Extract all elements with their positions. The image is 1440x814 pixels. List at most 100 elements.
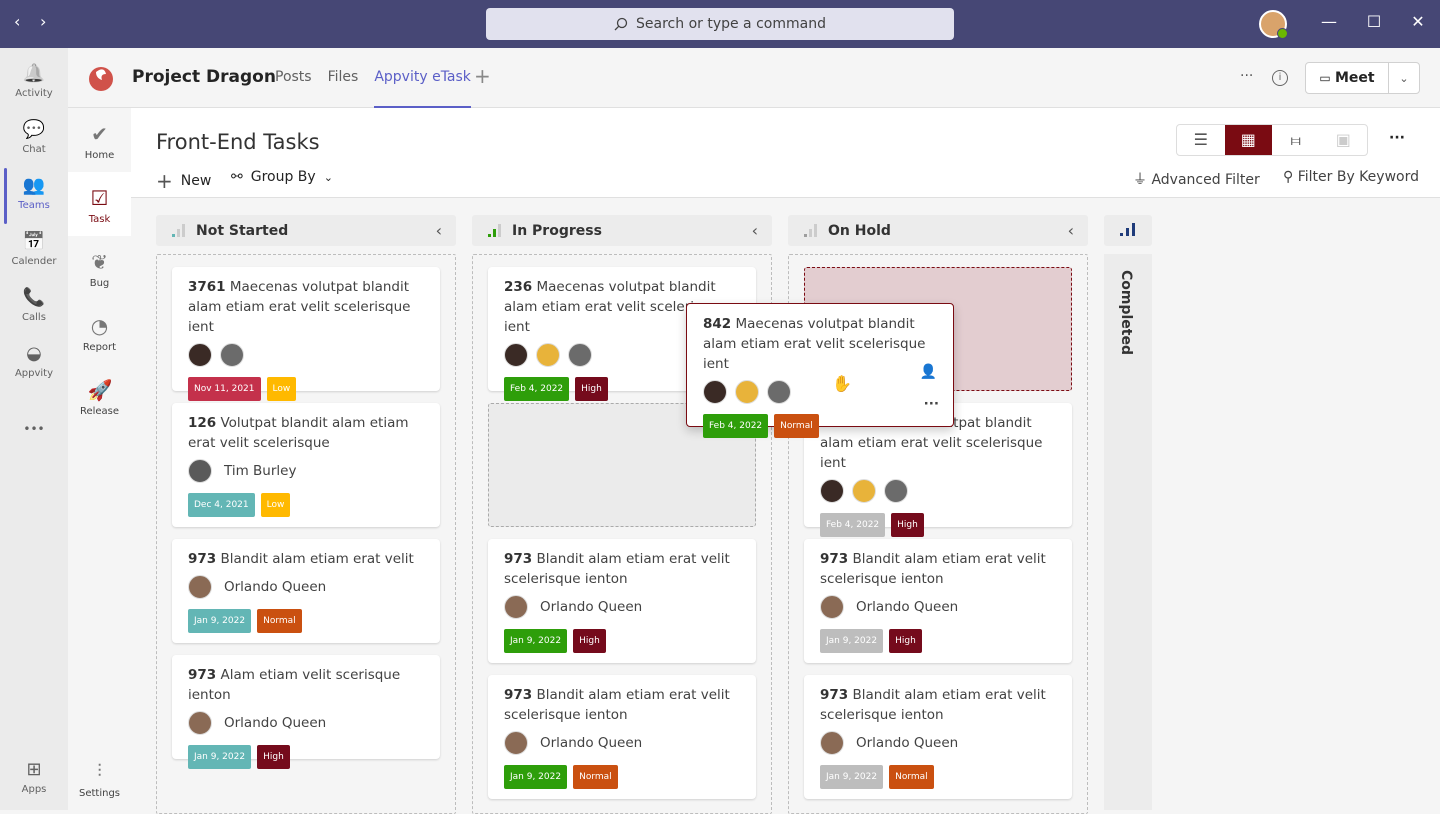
priority-badge: Normal xyxy=(573,765,618,789)
dragon-logo-icon xyxy=(89,67,113,91)
home-icon: ✔ xyxy=(91,122,108,146)
side-item-home[interactable]: ✔ Home xyxy=(68,108,131,172)
meet-button[interactable]: ▭ Meet ⌄ xyxy=(1305,62,1420,94)
calendar-view-icon[interactable]: ▣ xyxy=(1335,130,1351,149)
maximize-button[interactable]: ☐ xyxy=(1366,12,1382,31)
priority-badge: High xyxy=(575,377,608,401)
avatar[interactable] xyxy=(820,479,844,503)
avatar[interactable] xyxy=(852,479,876,503)
collapse-chevron-icon[interactable]: ‹ xyxy=(1067,221,1074,240)
avatar[interactable] xyxy=(188,343,212,367)
task-card[interactable]: 3761 Maecenas volutpat blandit alam etia… xyxy=(172,267,440,401)
close-button[interactable]: ✕ xyxy=(1411,12,1425,31)
add-tab-button[interactable]: + xyxy=(474,64,491,88)
avatar[interactable] xyxy=(703,380,727,404)
task-card[interactable]: 973 Blandit alam etiam erat velit sceler… xyxy=(488,675,756,799)
side-item-bug[interactable]: ❦ Bug xyxy=(68,236,131,300)
card-title: 236 Maecenas volutpat blandit alam etiam… xyxy=(504,277,740,337)
advanced-filter-button[interactable]: ⏚ Advanced Filter xyxy=(1133,169,1260,189)
more-apps-button[interactable]: ••• xyxy=(0,416,68,472)
rail-item-activity[interactable]: 🔔 Activity xyxy=(0,56,68,112)
avatar[interactable] xyxy=(884,479,908,503)
task-card[interactable]: 973 Blandit alam etiam erat velit Orland… xyxy=(172,539,440,643)
more-options-button[interactable]: ··· xyxy=(1240,68,1254,84)
teams-icon: 👥 xyxy=(22,175,46,196)
avatar[interactable] xyxy=(536,343,560,367)
filter-keyword-button[interactable]: ⚲ Filter By Keyword xyxy=(1283,169,1419,185)
priority-badge: Low xyxy=(266,377,297,401)
rail-item-teams[interactable]: 👥 Teams xyxy=(0,168,68,224)
avatar[interactable] xyxy=(735,380,759,404)
assignees: Orlando Queen xyxy=(188,711,424,735)
card-title: 126 Volutpat blandit alam etiam erat vel… xyxy=(188,413,424,453)
more-icon: ••• xyxy=(23,422,45,436)
release-icon: 🚀 xyxy=(87,378,113,402)
rail-label: Appvity xyxy=(14,368,54,379)
task-card[interactable]: 973 Blandit alam etiam erat velit sceler… xyxy=(488,539,756,663)
assignees: Tim Burley xyxy=(188,459,424,483)
group-by-button[interactable]: ⚯ Group By ⌄ xyxy=(231,169,333,185)
avatar[interactable] xyxy=(188,575,212,599)
completed-column-header[interactable] xyxy=(1104,215,1152,246)
task-card[interactable]: 973 Blandit alam etiam erat velit sceler… xyxy=(804,675,1072,799)
task-title: Maecenas volutpat blandit alam etiam era… xyxy=(703,316,926,372)
due-date-badge: Nov 11, 2021 xyxy=(188,377,261,401)
rail-label: Chat xyxy=(22,144,46,155)
assign-user-icon[interactable]: 👤 xyxy=(919,364,937,380)
column-title: On Hold xyxy=(828,222,891,239)
user-avatar[interactable] xyxy=(1259,10,1288,39)
dragging-task-card[interactable]: 842 Maecenas volutpat blandit alam etiam… xyxy=(686,303,954,438)
assignee-name: Orlando Queen xyxy=(856,599,959,615)
completed-column[interactable]: Completed xyxy=(1104,254,1152,810)
avatar[interactable] xyxy=(504,595,528,619)
gantt-view-icon[interactable]: ⧦ xyxy=(1290,130,1301,149)
avatar[interactable] xyxy=(767,380,791,404)
chevron-down-icon[interactable]: ⌄ xyxy=(1399,71,1409,85)
list-view-icon[interactable]: ☰ xyxy=(1193,130,1208,149)
new-label: New xyxy=(180,173,212,189)
page-title: Front-End Tasks xyxy=(156,130,320,154)
card-title: 973 Alam etiam velit scerisque ienton xyxy=(188,665,424,705)
tab-appvity-etask[interactable]: Appvity eTask xyxy=(374,48,471,108)
avatar[interactable] xyxy=(188,459,212,483)
forward-button[interactable]: › xyxy=(40,12,47,31)
avatar[interactable] xyxy=(504,731,528,755)
task-card[interactable]: 973 Alam etiam velit scerisque ienton Or… xyxy=(172,655,440,769)
minimize-button[interactable]: — xyxy=(1321,12,1337,31)
collapse-chevron-icon[interactable]: ‹ xyxy=(751,221,758,240)
avatar[interactable] xyxy=(504,343,528,367)
avatar[interactable] xyxy=(820,595,844,619)
avatar[interactable] xyxy=(220,343,244,367)
side-item-settings[interactable]: ⫶ Settings xyxy=(68,746,131,810)
tab-files[interactable]: Files xyxy=(327,69,359,85)
task-title: Blandit alam etiam erat velit scelerisqu… xyxy=(820,551,1046,587)
group-icon: ⚯ xyxy=(231,169,243,185)
rail-item-appvity[interactable]: ◒ Appvity xyxy=(0,336,68,392)
rail-item-calls[interactable]: 📞 Calls xyxy=(0,280,68,336)
side-item-release[interactable]: 🚀 Release xyxy=(68,364,131,428)
avatar[interactable] xyxy=(188,711,212,735)
page-more-button[interactable]: ··· xyxy=(1389,130,1405,146)
side-item-report[interactable]: ◔ Report xyxy=(68,300,131,364)
info-icon[interactable]: i xyxy=(1272,70,1288,86)
task-card[interactable]: 973 Blandit alam etiam erat velit sceler… xyxy=(804,539,1072,663)
due-date-badge: Jan 9, 2022 xyxy=(504,765,568,789)
rail-item-chat[interactable]: 💬 Chat xyxy=(0,112,68,168)
due-date-badge: Jan 9, 2022 xyxy=(820,629,884,653)
rail-item-calender[interactable]: 📅 Calender xyxy=(0,224,68,280)
tab-posts[interactable]: Posts xyxy=(275,69,312,85)
avatar[interactable] xyxy=(820,731,844,755)
avatar[interactable] xyxy=(568,343,592,367)
new-button[interactable]: + New xyxy=(156,169,211,193)
board-view-icon[interactable]: ▦ xyxy=(1224,125,1272,155)
rail-item-apps[interactable]: ⊞ Apps xyxy=(0,752,68,808)
collapse-chevron-icon[interactable]: ‹ xyxy=(435,221,442,240)
status-bars-icon xyxy=(172,223,185,237)
task-card[interactable]: 126 Volutpat blandit alam etiam erat vel… xyxy=(172,403,440,527)
side-item-task[interactable]: ☑ Task xyxy=(68,172,131,236)
priority-badge: Normal xyxy=(889,765,934,789)
chat-icon: 💬 xyxy=(22,119,46,140)
card-more-icon[interactable]: ··· xyxy=(923,396,939,412)
back-button[interactable]: ‹ xyxy=(14,12,21,31)
search-box[interactable]: Search or type a command xyxy=(486,8,954,40)
